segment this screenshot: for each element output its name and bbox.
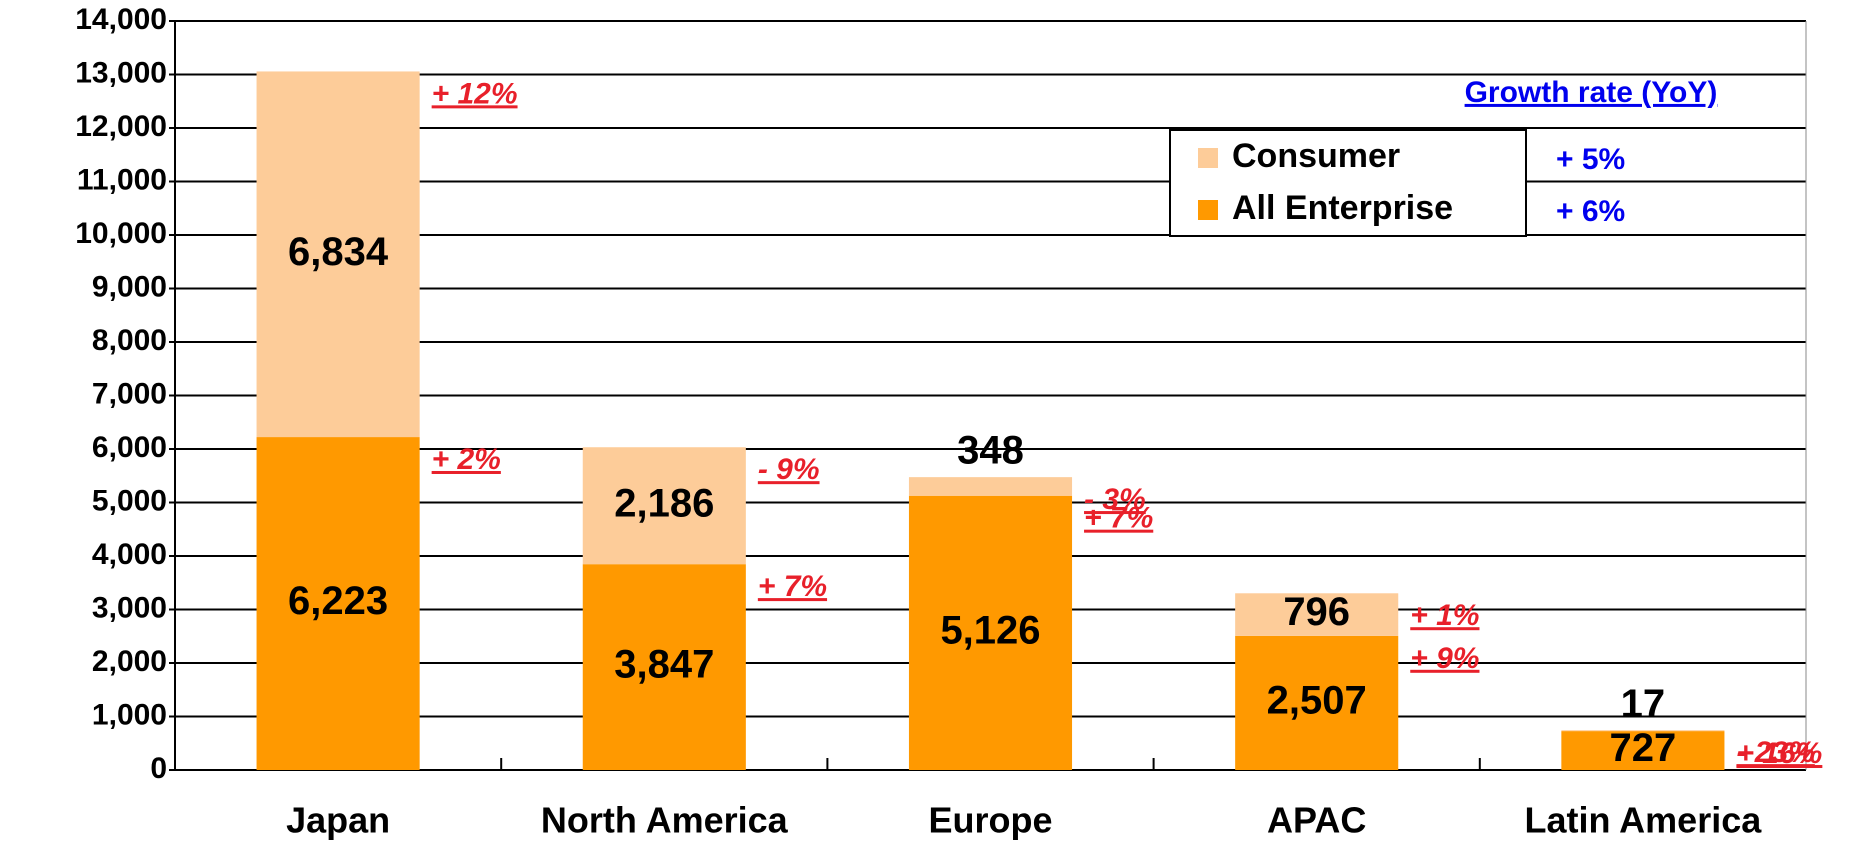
growth-label: + 2% (432, 443, 501, 476)
legend-label: All Enterprise (1232, 189, 1453, 227)
data-label: 348 (957, 429, 1024, 473)
bar-segment (582, 564, 746, 770)
growth-label: + 7% (1084, 502, 1153, 535)
data-label: 2,186 (614, 481, 714, 525)
y-tick-label: 5,000 (92, 484, 167, 517)
y-tick-label: 10,000 (75, 217, 167, 250)
y-tick-label: 0 (150, 752, 167, 785)
bar-segment (908, 477, 1073, 496)
x-tick-label: APAC (1267, 800, 1366, 841)
legend-growth: + 6% (1556, 195, 1625, 228)
growth-label: - 23% (1736, 736, 1814, 769)
legend-swatch (1198, 148, 1218, 168)
legend-growth: + 5% (1556, 143, 1625, 176)
y-tick-label: 7,000 (92, 377, 167, 410)
y-tick-label: 11,000 (77, 163, 167, 196)
legend-box (1169, 129, 1527, 237)
bar-segment (1561, 731, 1725, 770)
growth-label: + 16% (1736, 737, 1822, 770)
bar-segment (582, 447, 746, 565)
bar-segment (1235, 635, 1399, 770)
y-tick-label: 1,000 (92, 698, 167, 731)
x-tick-label: Japan (286, 800, 390, 841)
growth-label: + 9% (1410, 642, 1479, 675)
bar-segment (1561, 730, 1725, 732)
data-label: 6,834 (288, 230, 389, 274)
x-tick-label: North America (541, 800, 789, 841)
bar-segment (256, 71, 420, 438)
growth-label: + 12% (432, 77, 518, 110)
data-label: 3,847 (614, 643, 714, 687)
y-tick-label: 2,000 (92, 645, 167, 678)
data-label: 6,223 (288, 579, 388, 623)
y-tick-label: 13,000 (75, 56, 167, 89)
y-tick-label: 6,000 (92, 431, 167, 464)
legend-swatch (1198, 200, 1218, 220)
legend-label: Consumer (1232, 137, 1400, 175)
y-tick-label: 9,000 (92, 270, 167, 303)
y-tick-label: 4,000 (92, 538, 167, 571)
y-tick-label: 8,000 (92, 324, 167, 357)
data-label: 5,126 (940, 608, 1040, 652)
bar-segment (1235, 593, 1399, 636)
growth-label: - 9% (758, 453, 820, 486)
y-tick-label: 14,000 (75, 3, 167, 36)
x-tick-label: Latin America (1525, 800, 1763, 841)
bar-segment (908, 495, 1073, 770)
data-label: 727 (1610, 726, 1677, 770)
growth-label: + 7% (758, 570, 827, 603)
bar-segment (256, 437, 420, 770)
growth-title: Growth rate (YoY) (1465, 76, 1718, 109)
growth-label: - 3% (1084, 483, 1146, 516)
y-tick-label: 12,000 (75, 110, 167, 143)
data-label: 17 (1621, 682, 1666, 726)
x-tick-label: Europe (928, 800, 1052, 841)
y-tick-label: 3,000 (92, 591, 167, 624)
growth-label: + 1% (1410, 599, 1479, 632)
data-label: 2,507 (1267, 679, 1367, 723)
data-label: 796 (1283, 590, 1350, 634)
